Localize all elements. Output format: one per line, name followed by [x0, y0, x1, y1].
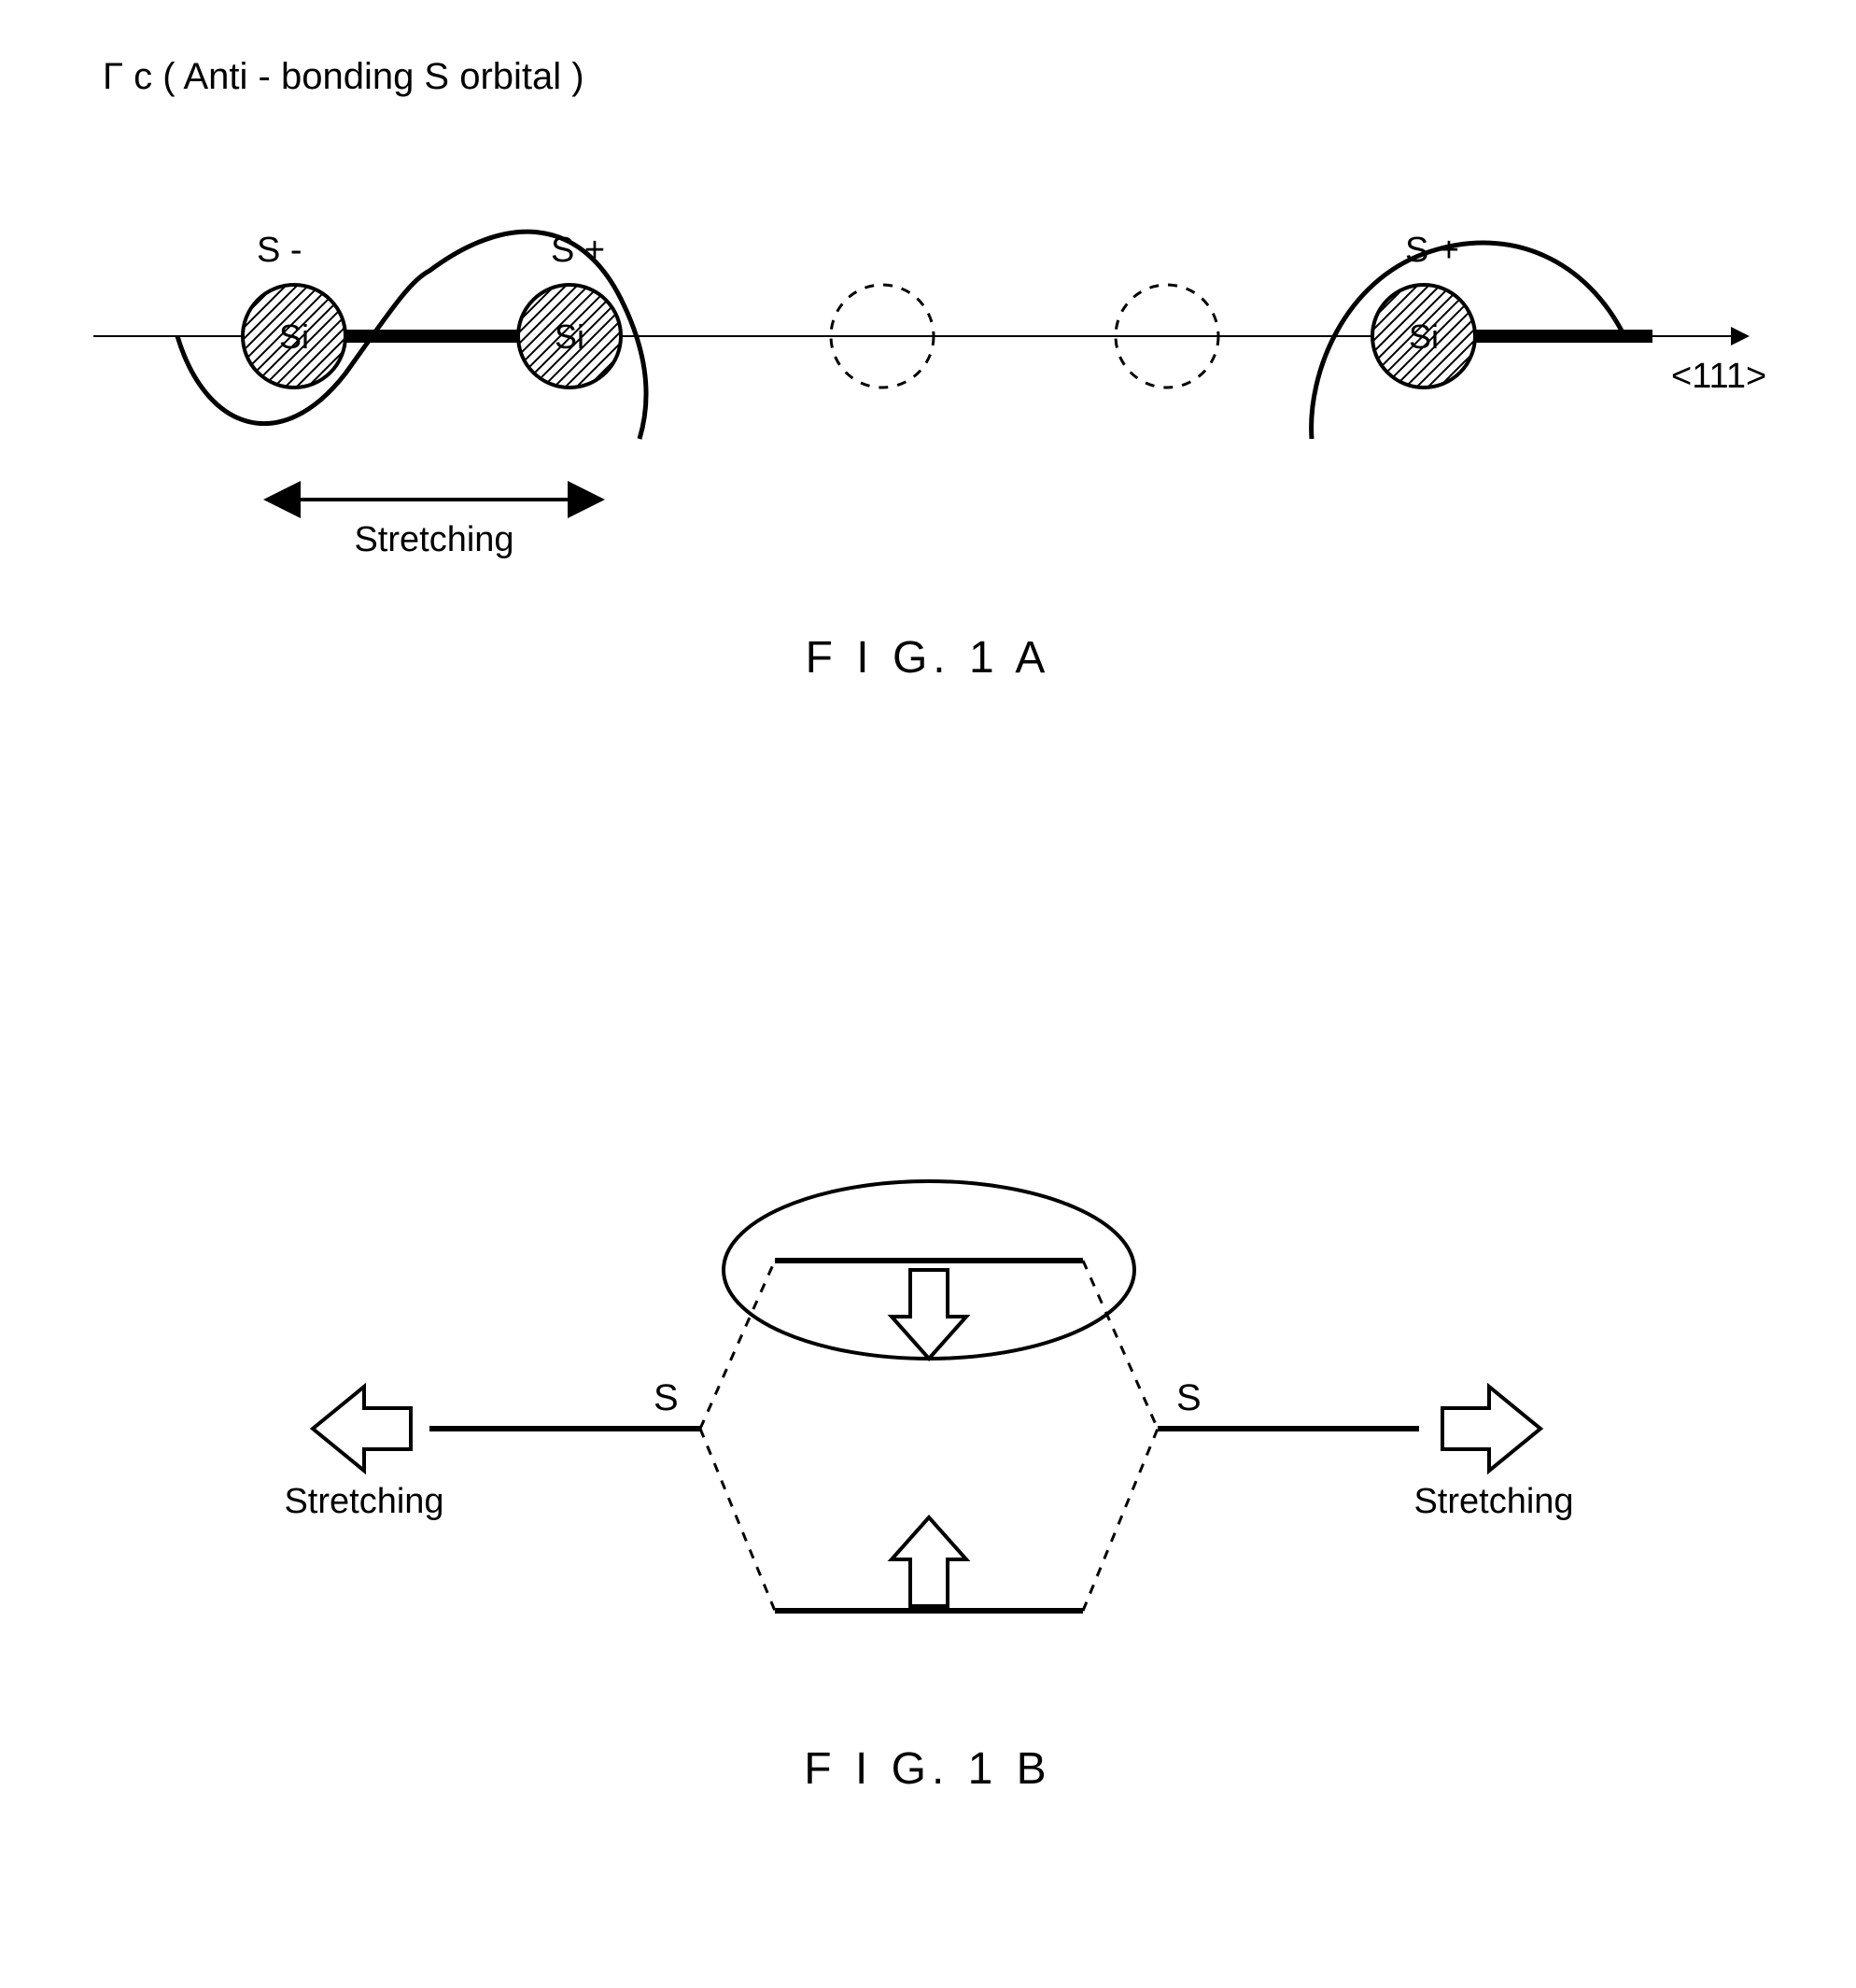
fig-b-caption: F I G. 1 B	[804, 1744, 1051, 1794]
stretching-left-label: Stretching	[284, 1482, 443, 1521]
axis-label: <111>	[1671, 357, 1766, 396]
stretching-right-label: Stretching	[1413, 1482, 1573, 1521]
fig-a-caption: F I G. 1 A	[806, 633, 1051, 683]
orbital-label: S +	[551, 231, 605, 270]
atom-label: Si	[555, 317, 584, 356]
atom-si-3: Si S +	[1372, 231, 1475, 388]
orbital-label: S -	[257, 231, 302, 270]
block-arrow-left	[313, 1387, 411, 1471]
dash-bl	[700, 1429, 775, 1611]
figure-1a: Γ c ( Anti - bonding S orbital ) <111> S…	[93, 56, 1766, 683]
block-arrow-right	[1442, 1387, 1540, 1471]
s-label-left: S	[654, 1377, 679, 1418]
atom-si-2: Si S +	[518, 231, 621, 388]
atom-label: Si	[279, 317, 309, 356]
orbital-label: S +	[1405, 231, 1459, 270]
dash-tl	[700, 1261, 775, 1429]
s-label-right: S	[1176, 1377, 1202, 1418]
fig-a-title: Γ c ( Anti - bonding S orbital )	[103, 56, 584, 97]
atom-si-1: Si S -	[243, 231, 345, 388]
figure-1b: S S Stretching Stretching F I G. 1 B	[284, 1181, 1573, 1794]
block-arrow-down	[892, 1270, 966, 1359]
dash-tr	[1083, 1261, 1158, 1429]
block-arrow-up	[892, 1517, 966, 1606]
atom-label: Si	[1409, 317, 1439, 356]
dash-br	[1083, 1429, 1158, 1611]
stretching-label: Stretching	[354, 520, 513, 559]
